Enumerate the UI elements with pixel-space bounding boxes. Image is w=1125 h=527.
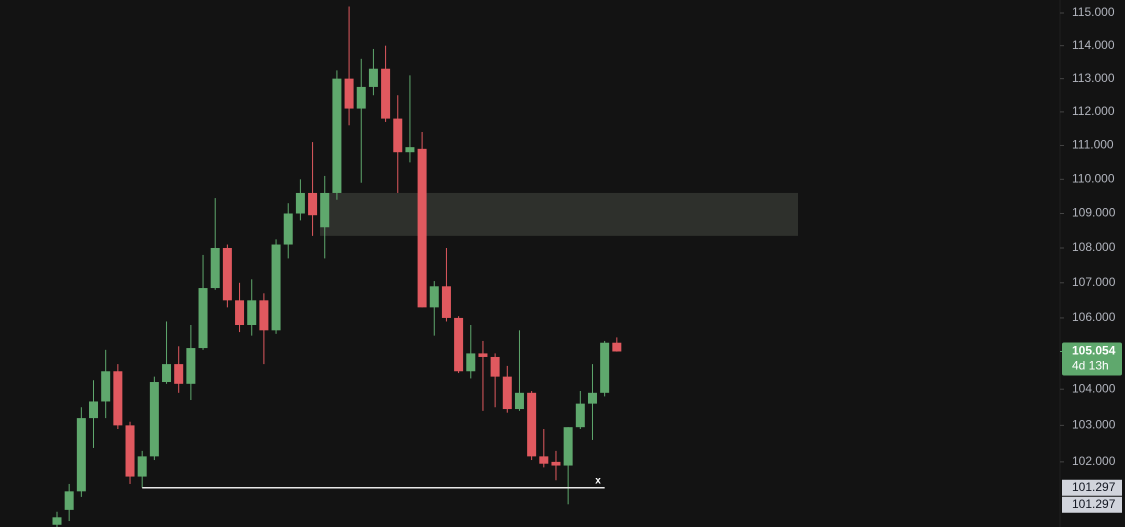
candle-body: [113, 371, 123, 426]
candle-body: [101, 371, 111, 402]
candle-body: [466, 353, 476, 372]
candle-body: [405, 147, 415, 153]
y-tick-label: 109.000: [1072, 206, 1116, 220]
zone: [320, 192, 798, 236]
price-label: 101.297: [1072, 480, 1116, 494]
candle-body: [259, 300, 269, 331]
candle-body: [89, 401, 99, 419]
candle-body: [222, 247, 232, 301]
candle-body: [587, 392, 597, 404]
candle-body: [527, 392, 537, 457]
candle-body: [441, 286, 451, 318]
candle-body: [612, 342, 622, 352]
candle-body: [76, 418, 86, 492]
candle-body: [64, 491, 74, 510]
y-tick-label: 110.000: [1072, 171, 1115, 185]
candle-body: [235, 300, 245, 325]
countdown-label: 4d 13h: [1072, 359, 1109, 373]
candle-body: [320, 192, 330, 228]
candle-body: [368, 68, 378, 87]
candle-body: [149, 382, 159, 457]
candle-body: [283, 213, 293, 245]
candle-body: [332, 78, 342, 193]
y-tick-label: 112.000: [1072, 104, 1115, 118]
price-label-box: [1062, 479, 1122, 496]
candle-body: [174, 364, 184, 384]
candle-body: [356, 86, 366, 109]
candle-body: [344, 78, 354, 109]
candle-body: [563, 427, 573, 466]
current-price-box: [1062, 342, 1122, 376]
candle-body: [295, 192, 305, 214]
price-label: 101.297: [1072, 497, 1116, 511]
candle-body: [308, 192, 318, 216]
current-price-label: 105.054: [1072, 344, 1116, 358]
candle-body: [198, 288, 208, 349]
candle-body: [393, 118, 403, 153]
candle-body: [551, 461, 561, 466]
candle-body: [490, 356, 500, 377]
candle-body: [52, 517, 62, 525]
candle-body: [125, 425, 135, 477]
y-tick-label: 106.000: [1072, 310, 1116, 324]
candle-body: [502, 376, 512, 410]
y-tick-label: 115.000: [1072, 5, 1115, 19]
y-tick-label: 104.000: [1072, 381, 1116, 395]
candle-body: [417, 148, 427, 308]
y-tick-label: 108.000: [1072, 240, 1116, 254]
y-tick-label: 111.000: [1072, 138, 1114, 152]
y-tick-label: 103.000: [1072, 418, 1116, 432]
candle-body: [247, 300, 257, 325]
candle-body: [162, 364, 172, 383]
y-tick-label: 113.000: [1072, 71, 1115, 85]
y-tick-label: 107.000: [1072, 275, 1116, 289]
price-label-box: [1062, 496, 1122, 513]
candle-body: [137, 456, 147, 477]
candle-body: [478, 353, 488, 357]
candle-body: [575, 403, 585, 428]
candle-body: [429, 286, 439, 308]
y-tick-label: 102.000: [1072, 454, 1116, 468]
candle-body: [514, 392, 524, 410]
candle-body: [381, 68, 391, 119]
candle-body: [186, 348, 196, 384]
candle-body: [600, 342, 610, 393]
candle-body: [539, 456, 549, 464]
y-tick-label: 114.000: [1072, 38, 1115, 52]
candle-body: [271, 244, 281, 331]
level-marker: x: [595, 475, 601, 486]
candle-body: [210, 247, 220, 289]
candle-body: [454, 317, 464, 372]
